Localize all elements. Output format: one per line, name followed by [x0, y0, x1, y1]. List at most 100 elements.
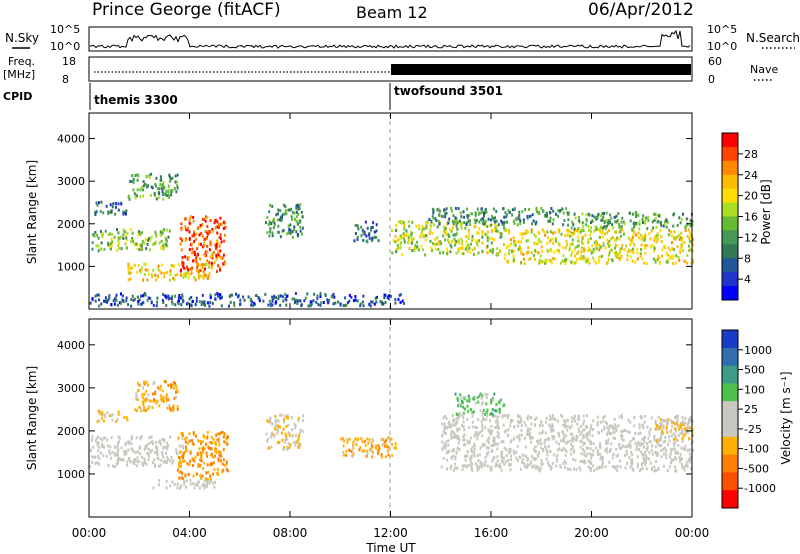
- heatmap-cell-7: [497, 424, 500, 428]
- heatmap-cell-11: [362, 304, 365, 308]
- heatmap-cell-7: [440, 242, 443, 246]
- heatmap-cell-0: [131, 237, 134, 240]
- heatmap-cell-3: [225, 441, 228, 445]
- heatmap-cell-10: [622, 220, 625, 224]
- heatmap-cell-4: [203, 254, 206, 258]
- heatmap-cell-7: [490, 468, 493, 472]
- heatmap-cell-11: [362, 294, 365, 298]
- heatmap-cell-7: [400, 221, 403, 225]
- heatmap-cell-2: [153, 381, 156, 384]
- heatmap-cell-7: [663, 464, 665, 468]
- heatmap-cell-2: [168, 404, 171, 408]
- heatmap-cell-7: [569, 448, 572, 452]
- heatmap-cell-11: [313, 292, 316, 296]
- heatmap-cell-7: [530, 460, 533, 464]
- heatmap-cell-3: [136, 270, 139, 274]
- heatmap-cell-0: [145, 462, 148, 466]
- heatmap-cell-11: [171, 295, 174, 299]
- heatmap-cell-5: [287, 231, 290, 235]
- heatmap-cell-7: [577, 426, 580, 430]
- heatmap-cell-0: [166, 461, 168, 465]
- heatmap-cell-8: [495, 209, 498, 213]
- heatmap-cell-7: [609, 424, 612, 428]
- heatmap-cell-2: [165, 189, 168, 193]
- heatmap-cell-7: [530, 440, 532, 444]
- heatmap-cell-7: [490, 432, 493, 436]
- heatmap-cell-4: [217, 253, 220, 257]
- heatmap-cell-7: [492, 248, 495, 252]
- heatmap-cell-3: [200, 459, 203, 463]
- heatmap-cell-6: [383, 440, 386, 444]
- heatmap-cell-1: [110, 414, 113, 418]
- heatmap-cell-4: [200, 232, 203, 235]
- heatmap-cell-3: [223, 463, 226, 467]
- heatmap-cell-9: [654, 260, 657, 264]
- heatmap-cell-1: [120, 202, 123, 206]
- heatmap-cell-8: [468, 397, 471, 401]
- heatmap-cell-9: [662, 431, 665, 435]
- heatmap-cell-0: [94, 455, 97, 459]
- heatmap-cell-8: [481, 217, 484, 220]
- heatmap-cell-7: [526, 430, 529, 434]
- heatmap-cell-5: [280, 219, 283, 223]
- heatmap-cell-7: [392, 238, 395, 242]
- heatmap-cell-6: [371, 444, 373, 448]
- heatmap-cell-4: [210, 266, 213, 270]
- heatmap-cell-4: [204, 219, 207, 223]
- heatmap-cell-9: [660, 240, 663, 243]
- heatmap-cell-7: [571, 420, 574, 424]
- heatmap-cell-1: [116, 418, 119, 422]
- heatmap-cell-4: [208, 248, 211, 252]
- heatmap-cell-8: [467, 409, 470, 413]
- heatmap-cell-9: [681, 437, 684, 440]
- heatmap-cell-8: [454, 392, 457, 396]
- heatmap-cell-3: [199, 458, 202, 462]
- heatmap-cell-8: [535, 206, 538, 210]
- heatmap-cell-3: [143, 273, 146, 276]
- heatmap-cell-8: [490, 223, 493, 227]
- heatmap-cell-7: [523, 462, 526, 466]
- heatmap-cell-9: [584, 260, 587, 264]
- heatmap-cell-10: [585, 213, 588, 217]
- heatmap-cell-0: [156, 453, 159, 456]
- heatmap-cell-7: [497, 427, 500, 430]
- heatmap-cell-0: [120, 446, 123, 450]
- heatmap-cell-10: [566, 211, 569, 215]
- heatmap-cell-7: [508, 451, 511, 455]
- colorbar-swatch: [722, 436, 738, 456]
- heatmap-cell-8: [452, 214, 455, 217]
- heatmap-cell-7: [670, 449, 673, 453]
- heatmap-cell-7: [403, 223, 406, 227]
- heatmap-cell-7: [676, 450, 679, 454]
- heatmap-cell-7: [472, 450, 475, 454]
- heatmap-cell-7: [486, 453, 489, 457]
- heatmap-cell-9: [674, 261, 677, 265]
- heatmap-cell-7: [613, 437, 616, 440]
- heatmap-cell-7: [521, 460, 524, 464]
- heatmap-cell-6: [360, 234, 363, 238]
- heatmap-cell-7: [648, 433, 651, 437]
- heatmap-cell-4: [223, 239, 226, 243]
- heatmap-cell-1: [105, 204, 108, 208]
- heatmap-cell-3: [205, 442, 207, 446]
- heatmap-cell-11: [104, 296, 107, 300]
- heatmap-cell-8: [524, 208, 527, 212]
- heatmap-cell-7: [551, 423, 554, 427]
- heatmap-cell-11: [300, 304, 303, 308]
- heatmap-cell-7: [557, 419, 560, 423]
- heatmap-cell-7: [548, 464, 551, 468]
- heatmap-cell-9: [689, 233, 692, 237]
- heatmap-cell-7: [541, 423, 544, 427]
- heatmap-cell-5: [291, 211, 294, 215]
- heatmap-cell-9: [558, 228, 561, 232]
- heatmap-cell-1: [110, 210, 113, 214]
- heatmap-cell-2: [143, 408, 145, 412]
- heatmap-cell-7: [463, 428, 466, 432]
- heatmap-cell-2: [136, 188, 139, 192]
- heatmap-cell-7: [620, 437, 623, 441]
- heatmap-cell-11: [332, 292, 335, 296]
- heatmap-cell-7: [527, 428, 530, 432]
- heatmap-cell-7: [449, 228, 451, 232]
- heatmap-cell-7: [439, 251, 441, 255]
- noise-tick-right-top: 10^5: [707, 23, 737, 36]
